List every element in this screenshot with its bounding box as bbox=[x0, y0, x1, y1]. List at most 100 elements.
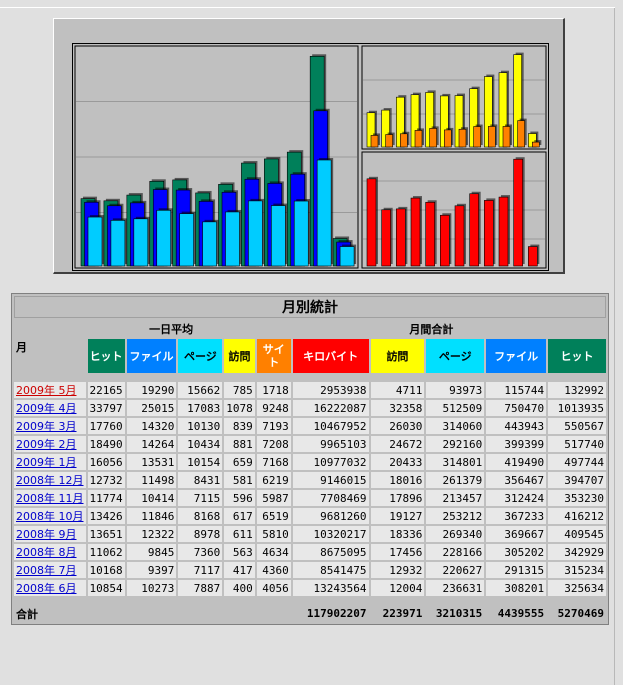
bar-kbytes bbox=[513, 158, 523, 267]
bar-kbytes bbox=[425, 201, 435, 267]
value-cell: 7115 bbox=[178, 490, 223, 506]
month-cell: 2008年 11月 bbox=[14, 490, 86, 506]
value-cell: 563 bbox=[224, 544, 255, 560]
column-header-row: ヒット ファイル ページ 訪問 サイト キロバイト 訪問 ページ ファイル ヒット bbox=[14, 339, 606, 373]
value-cell: 8541475 bbox=[292, 562, 369, 578]
value-cell: 16222087 bbox=[292, 400, 369, 416]
month-link[interactable]: 2009年 4月 bbox=[16, 402, 77, 415]
month-link[interactable]: 2008年 11月 bbox=[16, 492, 84, 505]
value-cell: 22165 bbox=[87, 382, 125, 398]
value-cell: 292160 bbox=[426, 436, 485, 452]
value-cell: 17896 bbox=[370, 490, 425, 506]
daily-average-header: 一日平均 bbox=[87, 320, 255, 337]
value-cell: 8675095 bbox=[292, 544, 369, 560]
value-cell: 13531 bbox=[126, 454, 177, 470]
bar-pages bbox=[156, 209, 172, 267]
value-cell: 550567 bbox=[548, 418, 606, 434]
graph-area bbox=[72, 43, 549, 271]
value-cell: 596 bbox=[224, 490, 255, 506]
bar-kbytes bbox=[528, 246, 538, 267]
table-row: 2009年 4月 33797 25015 17083 1078 9248 16222087 3… bbox=[14, 400, 606, 416]
monthly-stats-table-wrap: 月別統計 月 一日平均 月間合計 ヒット ファイル ページ 訪問 サイト キロバイト 訪問ペ… bbox=[11, 293, 609, 625]
month-cell: 2009年 5月 bbox=[14, 382, 86, 398]
month-link[interactable]: 2008年 8月 bbox=[16, 546, 77, 559]
month-link[interactable]: 2009年 5月 bbox=[16, 384, 77, 397]
total-value: 4439555 bbox=[486, 605, 547, 622]
value-cell: 4711 bbox=[370, 382, 425, 398]
table-row: 2009年 2月 18490 14264 10434 881 7208 9965103 246… bbox=[14, 436, 606, 452]
total-value: 5270469 bbox=[548, 605, 606, 622]
table-title: 月別統計 bbox=[14, 296, 606, 318]
value-cell: 269340 bbox=[426, 526, 485, 542]
top-separator bbox=[0, 7, 615, 8]
column-header: ファイル bbox=[486, 339, 547, 373]
value-cell: 93973 bbox=[426, 382, 485, 398]
table-row: 2008年 8月 11062 9845 7360 563 4634 8675095 17456… bbox=[14, 544, 606, 560]
table-row: 2008年 10月 13426 11846 8168 617 6519 9681260 191… bbox=[14, 508, 606, 524]
month-link[interactable]: 2008年 9月 bbox=[16, 528, 77, 541]
table-row: 2008年 7月 10168 9397 7117 417 4360 8541475 12932… bbox=[14, 562, 606, 578]
month-link[interactable]: 2008年 12月 bbox=[16, 474, 84, 487]
value-cell: 1078 bbox=[224, 400, 255, 416]
value-cell: 315234 bbox=[548, 562, 606, 578]
value-cell: 839 bbox=[224, 418, 255, 434]
value-cell: 8978 bbox=[178, 526, 223, 542]
value-cell: 611 bbox=[224, 526, 255, 542]
bar-kbytes bbox=[366, 178, 377, 267]
value-cell: 1718 bbox=[256, 382, 291, 398]
value-cell: 9681260 bbox=[292, 508, 369, 524]
table-row: 2008年 11月 11774 10414 7115 596 5987 7708469 178… bbox=[14, 490, 606, 506]
header-gap bbox=[14, 375, 606, 380]
value-cell: 220627 bbox=[426, 562, 485, 578]
value-cell: 11846 bbox=[126, 508, 177, 524]
value-cell: 10130 bbox=[178, 418, 223, 434]
bar-kbytes bbox=[454, 205, 465, 267]
value-cell: 5987 bbox=[256, 490, 291, 506]
value-cell: 15662 bbox=[178, 382, 223, 398]
bar-pages bbox=[202, 221, 217, 267]
column-header: サイト bbox=[256, 339, 291, 373]
month-link[interactable]: 2009年 2月 bbox=[16, 438, 77, 451]
month-link[interactable]: 2009年 1月 bbox=[16, 456, 77, 469]
bar-sites bbox=[532, 141, 540, 148]
value-cell: 497744 bbox=[548, 454, 606, 470]
bar-pages bbox=[133, 218, 149, 267]
total-label: 合計 bbox=[14, 605, 291, 622]
month-link[interactable]: 2009年 3月 bbox=[16, 420, 77, 433]
column-header: ファイル bbox=[126, 339, 177, 373]
value-cell: 517740 bbox=[548, 436, 606, 452]
value-cell: 356467 bbox=[486, 472, 547, 488]
value-cell: 443943 bbox=[486, 418, 547, 434]
value-cell: 18336 bbox=[370, 526, 425, 542]
bar-sites bbox=[488, 126, 496, 148]
value-cell: 9965103 bbox=[292, 436, 369, 452]
value-cell: 10273 bbox=[126, 580, 177, 596]
value-cell: 305202 bbox=[486, 544, 547, 560]
value-cell: 617 bbox=[224, 508, 255, 524]
value-cell: 6519 bbox=[256, 508, 291, 524]
value-cell: 16056 bbox=[87, 454, 125, 470]
column-header: 訪問 bbox=[370, 339, 425, 373]
column-header: キロバイト bbox=[292, 339, 369, 373]
value-cell: 24672 bbox=[370, 436, 425, 452]
value-cell: 9845 bbox=[126, 544, 177, 560]
value-cell: 312424 bbox=[486, 490, 547, 506]
month-link[interactable]: 2008年 7月 bbox=[16, 564, 77, 577]
month-link[interactable]: 2008年 10月 bbox=[16, 510, 84, 523]
bar-pages bbox=[87, 216, 103, 267]
value-cell: 253212 bbox=[426, 508, 485, 524]
value-cell: 10154 bbox=[178, 454, 223, 470]
value-cell: 2953938 bbox=[292, 382, 369, 398]
value-cell: 213457 bbox=[426, 490, 485, 506]
value-cell: 9248 bbox=[256, 400, 291, 416]
value-cell: 325634 bbox=[548, 580, 606, 596]
month-link[interactable]: 2008年 6月 bbox=[16, 582, 77, 595]
value-cell: 750470 bbox=[486, 400, 547, 416]
table-row: 2009年 3月 17760 14320 10130 839 7193 10467952 26… bbox=[14, 418, 606, 434]
total-value: 223971 bbox=[370, 605, 425, 622]
bar-pages bbox=[248, 200, 263, 267]
bar-sites bbox=[517, 120, 525, 148]
value-cell: 12932 bbox=[370, 562, 425, 578]
value-cell: 19127 bbox=[370, 508, 425, 524]
value-cell: 14320 bbox=[126, 418, 177, 434]
